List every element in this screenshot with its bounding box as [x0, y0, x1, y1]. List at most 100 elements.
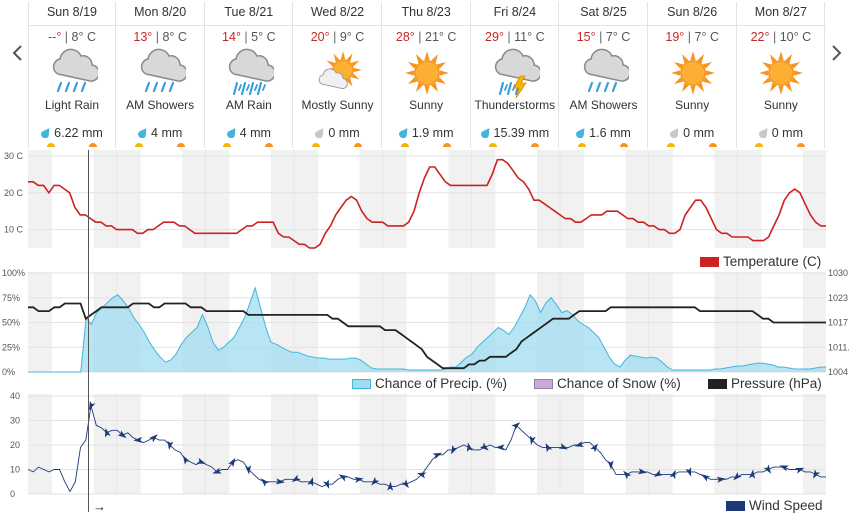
wind-direction-arrow [669, 469, 676, 480]
sunset-icon [797, 143, 806, 147]
day-card[interactable]: Wed 8/22 20° | 9° C Mostly Sunny 0 mm [294, 2, 382, 148]
day-condition: Mostly Sunny [301, 98, 374, 112]
wind-direction-arrow [607, 460, 614, 470]
wind-direction-arrow [149, 434, 158, 443]
day-condition: Thunderstorms [474, 98, 556, 112]
night-band [714, 150, 738, 248]
sun-icon [668, 48, 718, 98]
sunset-icon [620, 143, 629, 147]
day-low: 7° C [605, 30, 631, 44]
precip-swatch [352, 379, 371, 389]
night-band [116, 394, 141, 494]
day-card[interactable]: Tue 8/21 14° | 5° C AM Rain 4 mm [205, 2, 294, 148]
temp-separator: | [769, 30, 780, 44]
day-temps: --° | 8° C [29, 30, 115, 44]
sunrise-icon [489, 143, 498, 147]
prev-day-button[interactable] [8, 38, 28, 68]
daily-forecast-strip: Sun 8/19 --° | 8° C Light Rain 6.22 mm Mon 8… [28, 2, 826, 148]
night-band [471, 150, 496, 248]
wind-line [27, 405, 826, 493]
next-day-button[interactable] [826, 38, 846, 68]
precip-tick-label: 0% [2, 367, 15, 377]
day-card[interactable]: Sat 8/25 15° | 7° C AM Showers 1.6 mm [560, 2, 649, 148]
wind-tick-label: 40 [10, 391, 20, 401]
night-band [294, 394, 318, 494]
day-low: 11° C [514, 30, 545, 44]
day-high: 14° [222, 30, 241, 44]
sunrise-icon [755, 143, 764, 147]
day-temps: 13° | 8° C [117, 30, 204, 44]
wind-direction-arrow [387, 481, 394, 491]
sunset-icon [265, 143, 274, 147]
legend-precip-label: Chance of Precip. (%) [375, 376, 508, 391]
temp-separator: | [684, 30, 695, 44]
day-high: 19° [665, 30, 685, 44]
day-condition: Sunny [409, 98, 444, 112]
day-name: Wed 8/22 [310, 5, 365, 19]
wind-direction-arrow [701, 474, 711, 482]
sunrise-icon [47, 143, 55, 147]
day-precip-amount: 1.9 mm [411, 126, 454, 140]
pressure-tick-label: 1030 [828, 268, 848, 278]
legend-pressure-label: Pressure (hPa) [731, 376, 822, 391]
raindrop-icon [480, 128, 489, 138]
sunset-icon [176, 143, 185, 147]
day-card[interactable]: Sun 8/26 19° | 7° C Sunny 0 mm [649, 2, 737, 148]
wind-tick-label: 10 [10, 465, 20, 475]
day-condition: Light Rain [44, 98, 100, 112]
night-band [116, 150, 141, 248]
day-card[interactable]: Mon 8/27 22° | 10° C Sunny 0 mm [737, 2, 826, 148]
day-card[interactable]: Sun 8/19 --° | 8° C Light Rain 6.22 mm [28, 2, 116, 148]
night-band [382, 150, 407, 248]
day-precip: 0 mm [294, 126, 381, 140]
wind-direction-arrow [794, 467, 805, 474]
day-precip: 0 mm [649, 126, 736, 140]
wind-direction-arrow [133, 436, 143, 443]
pressure-tick-label: 1023 [828, 293, 848, 303]
day-high: 29° [485, 30, 504, 44]
wind-direction-arrow [529, 435, 536, 445]
day-card[interactable]: Mon 8/20 13° | 8° C AM Showers 4 mm [117, 2, 205, 148]
temp-separator: | [595, 30, 606, 44]
precip-tick-label: 100% [2, 268, 25, 278]
day-high: 20° [310, 30, 330, 44]
wind-direction-arrow [733, 471, 742, 481]
day-low: 8° C [71, 30, 96, 44]
day-name: Tue 8/21 [224, 5, 274, 19]
night-band [93, 394, 117, 494]
precip-tick-label: 25% [2, 342, 20, 352]
pressure-tick-label: 1011. [828, 342, 850, 352]
day-precip: 4 mm [205, 126, 292, 140]
legend-pressure: Pressure (hPa) [708, 376, 822, 391]
day-precip: 6.22 mm [29, 126, 115, 140]
heavy-rain-cloud-icon [224, 48, 277, 98]
day-low: 5° C [251, 30, 276, 44]
day-low: 10° C [779, 30, 812, 44]
day-low: 9° C [339, 30, 365, 44]
precip-tick-label: 50% [2, 318, 20, 328]
raindrop-icon [670, 128, 679, 138]
day-card[interactable]: Thu 8/23 28° | 21° C Sunny 1.9 mm [383, 2, 471, 148]
wind-direction-arrow [763, 464, 772, 474]
wind-direction-arrow [432, 452, 443, 460]
night-band [737, 394, 762, 494]
sunset-icon [442, 143, 451, 147]
sunset-icon [354, 143, 362, 147]
legend-temperature-label: Temperature (C) [723, 254, 822, 269]
wind-direction-arrow [183, 455, 191, 465]
day-condition: AM Showers [126, 98, 195, 112]
day-condition: AM Showers [569, 98, 638, 112]
wind-swatch [726, 501, 745, 511]
day-card[interactable]: Fri 8/24 29° | 11° C Thunderstorms 15.39 mm [471, 2, 560, 148]
sunset-icon [89, 143, 97, 147]
night-band [537, 394, 560, 494]
raindrop-icon [758, 128, 768, 138]
day-precip-amount: 0 mm [683, 126, 715, 140]
day-name: Sun 8/19 [46, 5, 98, 19]
day-temps: 14° | 5° C [205, 30, 292, 44]
night-band [471, 394, 496, 494]
wind-direction-arrow [88, 400, 96, 411]
raindrop-icon [315, 128, 324, 138]
night-band [803, 150, 826, 248]
legend-precip: Chance of Precip. (%) [352, 376, 507, 391]
